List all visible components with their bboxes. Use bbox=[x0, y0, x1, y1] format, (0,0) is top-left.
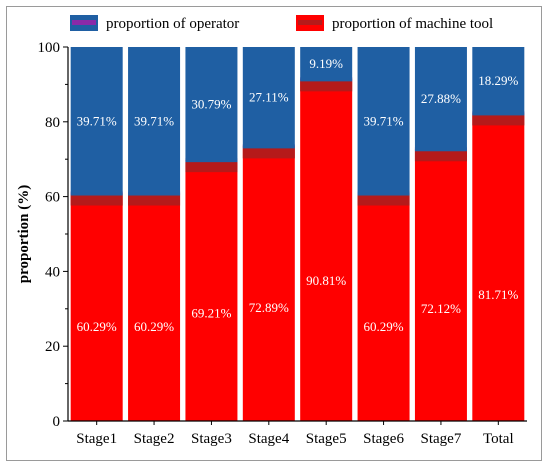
legend-swatch-band bbox=[72, 20, 96, 25]
legend: proportion of operator proportion of mach… bbox=[70, 15, 493, 32]
x-tick-label-stage4: Stage4 bbox=[248, 431, 289, 447]
bar-boundary-total bbox=[472, 113, 525, 126]
bar-machine-tool-stage2 bbox=[128, 195, 181, 421]
bar-boundary-stage6 bbox=[357, 193, 410, 206]
data-label-operator-stage5: 9.19% bbox=[309, 56, 343, 71]
data-label-machine-tool-stage6: 60.29% bbox=[364, 319, 404, 334]
data-label-machine-tool-stage4: 72.89% bbox=[249, 300, 289, 315]
bar-boundary-stage1 bbox=[70, 193, 123, 206]
bar-machine-tool-stage3 bbox=[185, 162, 238, 421]
bar-machine-tool-stage6 bbox=[357, 195, 410, 421]
data-label-operator-total: 18.29% bbox=[478, 73, 518, 88]
chart-frame bbox=[6, 6, 542, 461]
data-label-operator-stage4: 27.11% bbox=[249, 90, 289, 105]
bar-machine-tool-stage1 bbox=[70, 195, 123, 421]
data-label-operator-stage7: 27.88% bbox=[421, 91, 461, 106]
data-label-machine-tool-stage2: 60.29% bbox=[134, 319, 174, 334]
bar-operator-stage6 bbox=[357, 47, 410, 196]
bar-machine-tool-stage5 bbox=[300, 81, 353, 421]
legend-label-machine-tool: proportion of machine tool bbox=[332, 16, 493, 32]
legend-swatch-band bbox=[298, 20, 322, 25]
data-label-operator-stage6: 39.71% bbox=[364, 113, 404, 128]
x-tick-label-stage1: Stage1 bbox=[76, 431, 117, 447]
bar-machine-tool-total bbox=[472, 115, 525, 421]
data-label-operator-stage2: 39.71% bbox=[134, 113, 174, 128]
y-tick-label-100: 100 bbox=[38, 40, 61, 56]
bar-operator-stage3 bbox=[185, 47, 238, 163]
y-tick-label-80: 80 bbox=[45, 115, 60, 131]
bar-boundary-stage2 bbox=[128, 193, 181, 206]
bar-boundary-stage7 bbox=[414, 149, 467, 162]
y-tick-label-40: 40 bbox=[45, 264, 60, 280]
data-label-machine-tool-stage3: 69.21% bbox=[191, 305, 231, 320]
data-label-machine-tool-stage1: 60.29% bbox=[77, 319, 117, 334]
x-tick-label-total: Total bbox=[483, 431, 514, 447]
x-tick-label-stage2: Stage2 bbox=[134, 431, 175, 447]
y-axis-label: proportion (%) bbox=[16, 185, 32, 283]
bar-boundary-stage4 bbox=[242, 146, 295, 159]
data-label-machine-tool-stage7: 72.12% bbox=[421, 301, 461, 316]
data-label-machine-tool-stage5: 90.81% bbox=[306, 273, 346, 288]
x-tick-label-stage7: Stage7 bbox=[421, 431, 462, 447]
y-tick-label-20: 20 bbox=[45, 339, 60, 355]
bar-boundary-stage3 bbox=[185, 160, 238, 173]
legend-label-operator: proportion of operator bbox=[106, 16, 239, 32]
bar-operator-stage4 bbox=[242, 47, 295, 149]
x-tick-label-stage5: Stage5 bbox=[306, 431, 347, 447]
data-label-machine-tool-total: 81.71% bbox=[478, 287, 518, 302]
bar-machine-tool-stage4 bbox=[242, 148, 295, 421]
bar-operator-stage2 bbox=[128, 47, 181, 196]
y-tick-label-0: 0 bbox=[53, 414, 61, 430]
bar-machine-tool-stage7 bbox=[414, 151, 467, 422]
bar-operator-stage7 bbox=[414, 47, 467, 152]
bar-operator-total bbox=[472, 47, 525, 116]
bar-boundary-stage5 bbox=[300, 79, 353, 92]
bar-operator-stage1 bbox=[70, 47, 123, 196]
y-tick-label-60: 60 bbox=[45, 190, 60, 206]
plot-area: 60.29% 39.71% Stage1 60.29% 39.71% Stage2 69.2… bbox=[38, 40, 527, 447]
bar-operator-stage5 bbox=[300, 47, 353, 82]
x-tick-label-stage6: Stage6 bbox=[363, 431, 404, 447]
data-label-operator-stage1: 39.71% bbox=[77, 113, 117, 128]
x-tick-label-stage3: Stage3 bbox=[191, 431, 232, 447]
data-label-operator-stage3: 30.79% bbox=[191, 97, 231, 112]
